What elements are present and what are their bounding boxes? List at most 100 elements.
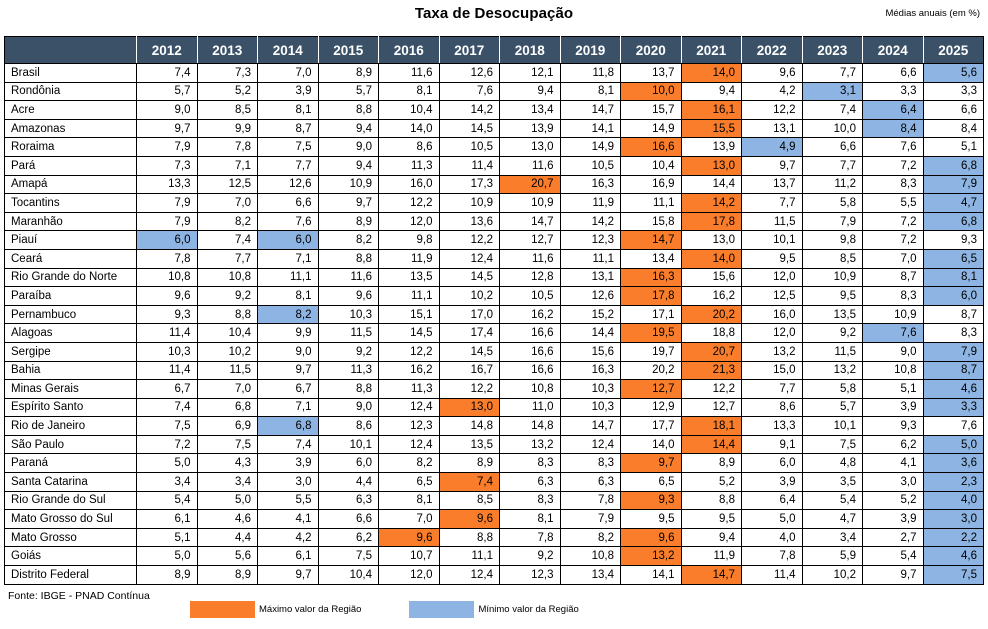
data-cell: 4,1 [257, 509, 319, 529]
data-cell: 4,4 [196, 527, 258, 548]
data-cell: 13,4 [620, 248, 682, 269]
data-cell: 3,6 [922, 453, 984, 474]
data-cell: 7,9 [922, 341, 984, 362]
data-cell: 19,5 [620, 323, 682, 343]
data-cell: 11,6 [499, 155, 561, 176]
data-cell: 8,5 [438, 490, 500, 511]
data-cell: 7,2 [862, 155, 924, 176]
data-cell: 12,3 [499, 565, 561, 585]
data-cell: 14,5 [438, 118, 500, 139]
table-row: Maranhão 7,9 8,2 7,6 8,9 12,0 13,6 14,7 14,2 15,8… [4, 211, 984, 232]
data-cell: 10,9 [317, 174, 379, 195]
data-cell: 16,6 [499, 323, 561, 343]
data-cell: 7,9 [136, 211, 198, 232]
data-cell: 9,3 [862, 416, 924, 436]
table-row: Amapá 13,3 12,5 12,6 10,9 16,0 17,3 20,7 16,3 16,… [4, 174, 984, 195]
data-cell: 9,6 [378, 527, 440, 548]
data-cell: 9,5 [620, 509, 682, 529]
data-cell: 6,3 [559, 472, 621, 492]
data-cell: 3,9 [257, 453, 319, 474]
data-cell: 13,5 [378, 267, 440, 288]
data-cell: 4,7 [801, 509, 863, 529]
header-cell-year-2020: 2020 [620, 36, 682, 64]
data-cell: 14,9 [620, 118, 682, 139]
data-cell: 6,7 [136, 379, 198, 399]
table-row: Mato Grosso do Sul 6,1 4,6 4,1 6,6 7,0 9,6 8,1 7… [4, 509, 984, 529]
data-cell: 16,3 [620, 267, 682, 288]
data-cell: 7,4 [438, 472, 500, 492]
row-label: Pernambuco [4, 304, 137, 325]
data-cell: 3,9 [257, 81, 319, 102]
data-cell: 7,2 [862, 230, 924, 250]
data-cell: 8,9 [438, 453, 500, 474]
data-cell: 9,5 [801, 286, 863, 306]
data-cell: 8,1 [559, 81, 621, 102]
data-cell: 8,8 [317, 379, 379, 399]
data-cell: 7,7 [257, 155, 319, 176]
data-cell: 8,3 [922, 323, 984, 343]
data-cell: 7,9 [136, 137, 198, 157]
data-cell: 14,2 [559, 211, 621, 232]
data-cell: 9,6 [136, 286, 198, 306]
table-row: Goiás 5,0 5,6 6,1 7,5 10,7 11,1 9,2 10,8 13,2 11,9… [4, 546, 984, 567]
data-cell: 4,6 [922, 379, 984, 399]
data-cell: 10,1 [317, 434, 379, 455]
data-cell: 6,6 [922, 100, 984, 120]
data-cell: 14,7 [499, 211, 561, 232]
data-cell: 9,7 [136, 118, 198, 139]
data-cell: 2,2 [922, 527, 984, 548]
data-cell: 14,8 [438, 416, 500, 436]
data-cell: 6,0 [741, 453, 803, 474]
data-cell: 7,4 [801, 100, 863, 120]
data-cell: 6,9 [196, 416, 258, 436]
data-cell: 8,8 [317, 248, 379, 269]
data-cell: 5,7 [136, 81, 198, 102]
data-cell: 8,6 [317, 416, 379, 436]
data-cell: 14,5 [378, 323, 440, 343]
data-cell: 9,7 [257, 360, 319, 381]
data-cell: 11,6 [378, 63, 440, 83]
data-cell: 20,2 [680, 304, 742, 325]
table-row: Espírito Santo 7,4 6,8 7,1 9,0 12,4 13,0 11,0 10… [4, 397, 984, 418]
table-row: Mato Grosso 5,1 4,4 4,2 6,2 9,6 8,8 7,8 8,2 9,6 9,… [4, 527, 984, 548]
table-row: Acre 9,0 8,5 8,1 8,8 10,4 14,2 13,4 14,7 15,7 16,1… [4, 100, 984, 120]
data-cell: 9,3 [136, 304, 198, 325]
data-cell: 8,2 [196, 211, 258, 232]
data-cell: 8,9 [196, 565, 258, 585]
data-cell: 12,7 [680, 397, 742, 418]
data-cell: 6,2 [862, 434, 924, 455]
data-cell: 3,4 [136, 472, 198, 492]
data-cell: 14,2 [438, 100, 500, 120]
title-bar: Taxa de Desocupação Médias anuais (em %) [0, 0, 988, 32]
data-cell: 3,0 [862, 472, 924, 492]
table-row: Sergipe 10,3 10,2 9,0 9,2 12,2 14,5 16,6 15,6 19,… [4, 341, 984, 362]
data-cell: 9,2 [801, 323, 863, 343]
data-cell: 8,2 [378, 453, 440, 474]
data-cell: 18,8 [680, 323, 742, 343]
data-cell: 13,6 [438, 211, 500, 232]
data-cell: 14,0 [620, 434, 682, 455]
data-cell: 10,2 [438, 286, 500, 306]
data-cell: 9,4 [317, 118, 379, 139]
data-cell: 2,3 [922, 472, 984, 492]
data-cell: 9,2 [317, 341, 379, 362]
table-row: Amazonas 9,7 9,9 8,7 9,4 14,0 14,5 13,9 14,1 14,9… [4, 118, 984, 139]
data-cell: 3,1 [801, 81, 863, 102]
table-row: Distrito Federal 8,9 8,9 9,7 10,4 12,0 12,4 12,… [4, 565, 984, 585]
data-cell: 3,9 [862, 509, 924, 529]
row-label: Santa Catarina [4, 472, 137, 492]
data-cell: 5,7 [801, 397, 863, 418]
data-cell: 20,7 [680, 341, 742, 362]
data-cell: 14,7 [620, 230, 682, 250]
data-cell: 8,4 [862, 118, 924, 139]
data-cell: 5,9 [801, 546, 863, 567]
data-cell: 3,4 [196, 472, 258, 492]
data-cell: 4,7 [922, 193, 984, 213]
data-cell: 10,8 [196, 267, 258, 288]
header-cell-year-2012: 2012 [136, 36, 198, 64]
row-label: Ceará [4, 248, 137, 269]
data-cell: 8,8 [317, 100, 379, 120]
data-cell: 12,8 [499, 267, 561, 288]
data-cell: 10,2 [801, 565, 863, 585]
data-cell: 7,5 [801, 434, 863, 455]
